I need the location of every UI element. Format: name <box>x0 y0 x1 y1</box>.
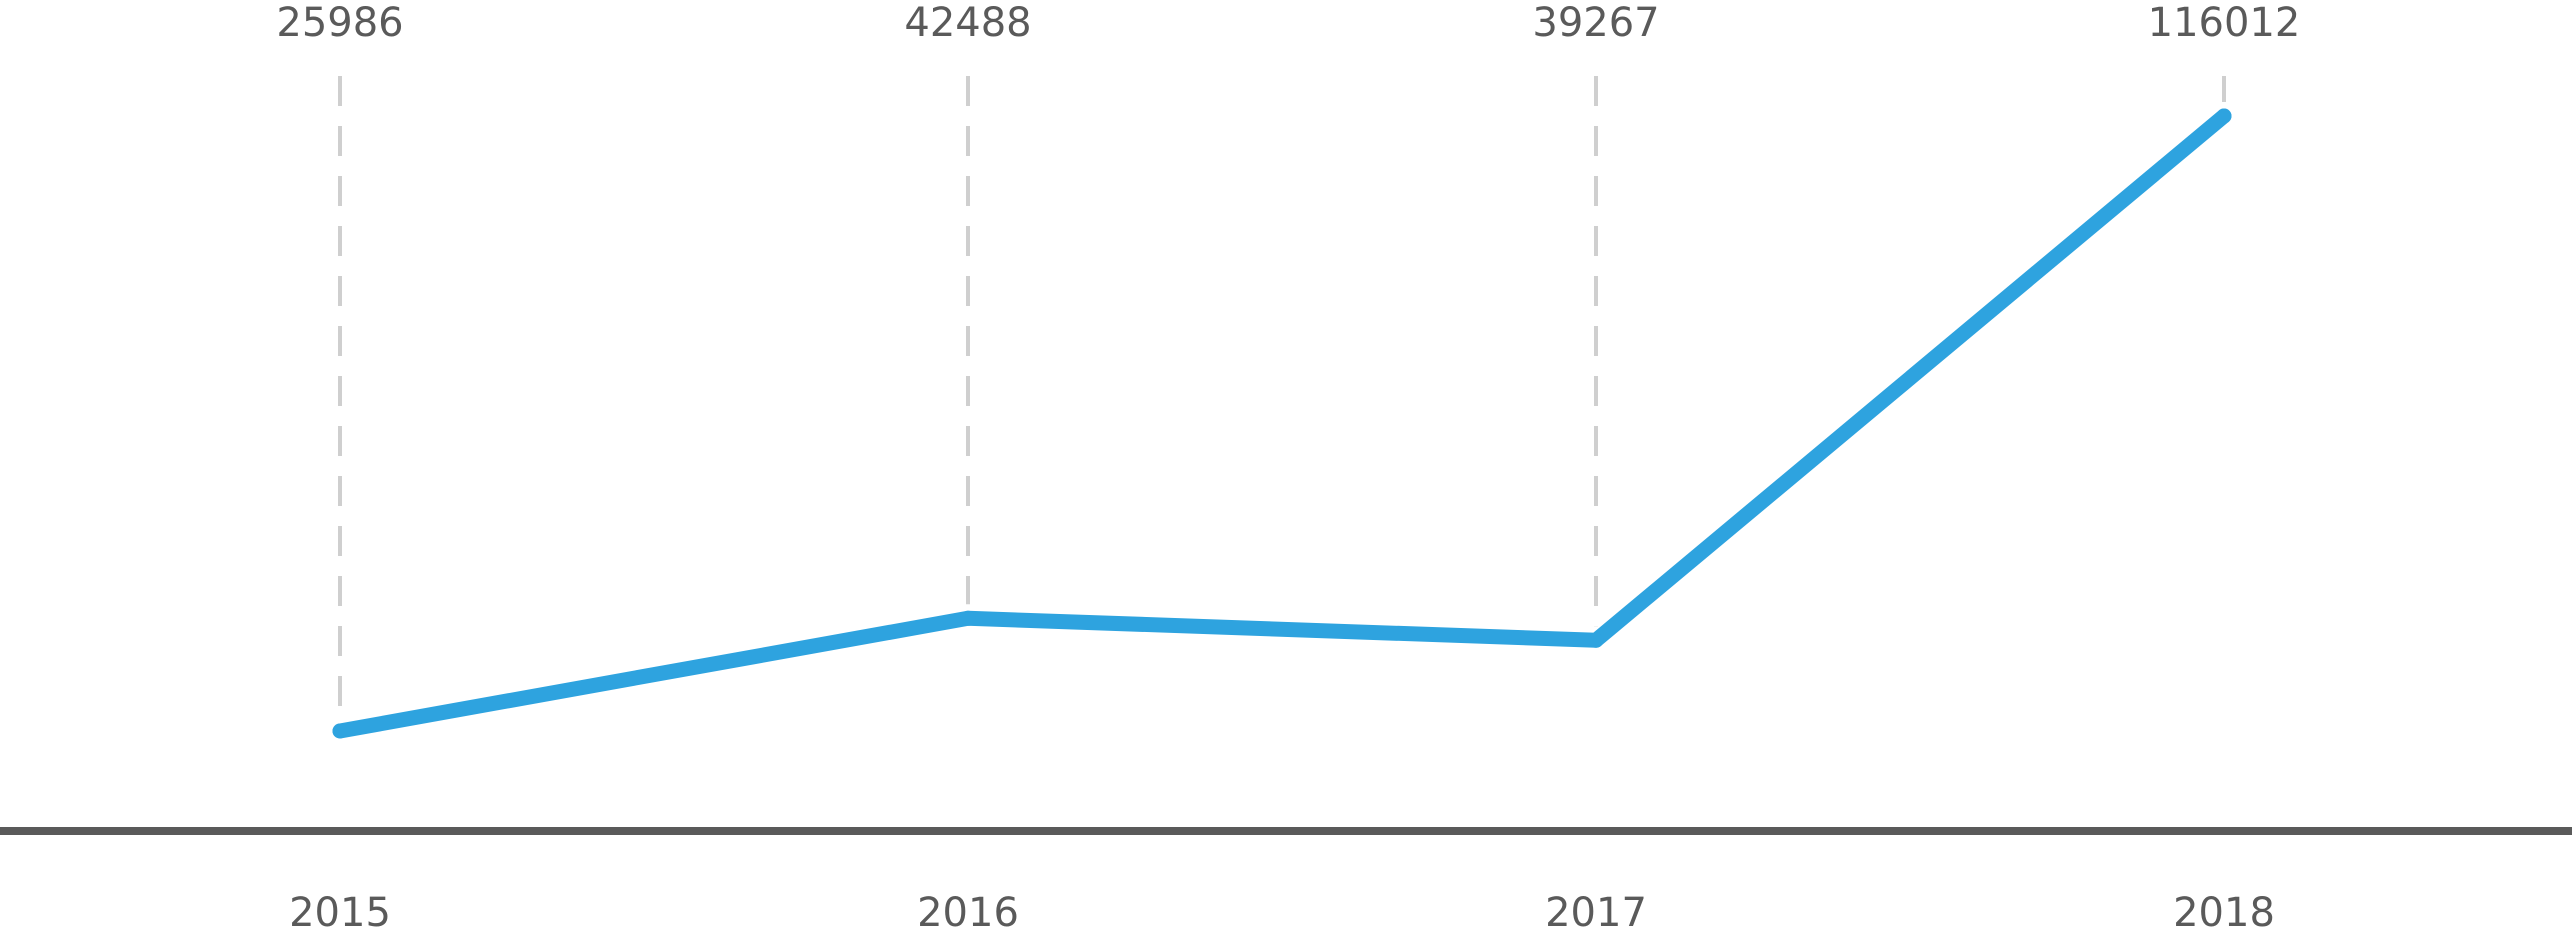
guide-lines <box>338 76 2226 717</box>
data-label-2017: 39267 <box>1532 0 1659 46</box>
data-point-2017 <box>1588 632 1604 648</box>
series-line <box>332 108 2232 739</box>
series-group <box>332 108 2232 739</box>
x-axis-tick-labels: 2015 2016 2017 2018 <box>289 890 2275 936</box>
x-tick-label-2015: 2015 <box>289 890 391 936</box>
data-label-2018: 116012 <box>2148 0 2301 46</box>
data-point-2015 <box>332 723 348 739</box>
data-point-2018 <box>2216 108 2232 124</box>
data-labels: 25986 42488 39267 116012 <box>276 0 2300 46</box>
x-tick-label-2016: 2016 <box>917 890 1019 936</box>
data-point-2016 <box>960 610 976 626</box>
data-label-2016: 42488 <box>904 0 1031 46</box>
data-label-2015: 25986 <box>276 0 403 46</box>
x-tick-label-2018: 2018 <box>2173 890 2275 936</box>
x-tick-label-2017: 2017 <box>1545 890 1647 936</box>
